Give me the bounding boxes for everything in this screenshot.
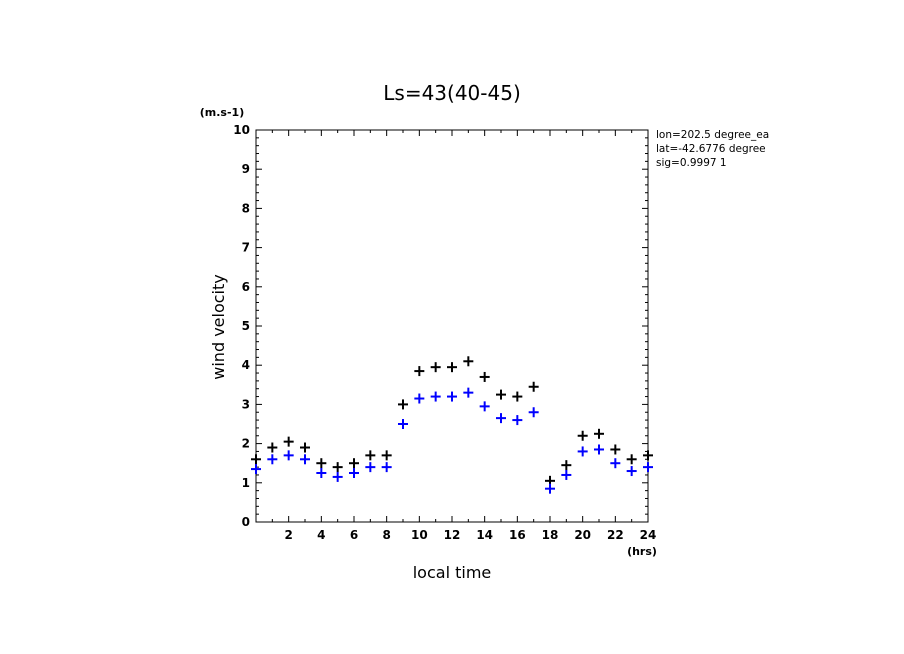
data-point	[610, 458, 621, 469]
y-tick-label: 6	[242, 280, 250, 294]
data-point	[561, 469, 572, 480]
data-point	[561, 460, 572, 471]
x-tick-label: 16	[509, 528, 526, 542]
data-point	[398, 399, 408, 410]
x-tick-label: 20	[574, 528, 591, 542]
data-point	[300, 454, 310, 465]
x-tick-label: 24	[640, 528, 657, 542]
annotation-clip	[779, 126, 839, 176]
x-tick-label: 8	[382, 528, 390, 542]
y-tick-label: 1	[242, 476, 250, 490]
data-point	[349, 458, 359, 469]
data-point	[594, 428, 604, 439]
data-point	[316, 468, 327, 478]
axis-ticks	[256, 130, 648, 522]
data-point	[251, 464, 261, 475]
x-tick-label: 14	[476, 528, 493, 542]
data-point	[528, 407, 539, 418]
data-point	[463, 387, 474, 398]
data-point	[381, 450, 392, 461]
y-tick-label: 9	[242, 162, 250, 176]
data-point	[463, 356, 474, 367]
data-point	[332, 462, 343, 473]
data-point	[381, 462, 392, 473]
data-point	[479, 371, 490, 382]
data-point	[332, 471, 343, 482]
data-point	[349, 468, 359, 478]
data-point	[479, 401, 490, 412]
data-point	[447, 391, 457, 402]
y-tick-label: 8	[242, 201, 250, 215]
data-point	[251, 454, 261, 465]
y-tick-label: 10	[233, 123, 250, 137]
y-tick-label: 7	[242, 241, 250, 255]
y-tick-label: 2	[242, 437, 250, 451]
x-tick-label: 4	[317, 528, 325, 542]
data-point	[594, 444, 604, 455]
data-point	[626, 466, 637, 477]
y-tick-label: 5	[242, 319, 250, 333]
x-tick-label: 10	[411, 528, 428, 542]
x-tick-label: 18	[542, 528, 559, 542]
data-point	[283, 450, 294, 461]
annotation-sig: sig=0.9997 1	[656, 157, 727, 169]
data-point	[300, 442, 310, 453]
data-point	[512, 415, 523, 426]
data-point	[316, 458, 327, 469]
data-point	[414, 366, 425, 377]
annotation-lon: lon=202.5 degree_ea	[656, 129, 769, 141]
y-axis-label: wind velocity	[209, 274, 228, 379]
data-point	[398, 419, 408, 429]
data-point	[626, 454, 637, 465]
data-point	[545, 483, 555, 494]
data-point	[643, 450, 653, 461]
x-tick-label: 12	[444, 528, 461, 542]
data-point	[267, 454, 278, 465]
data-point	[577, 446, 588, 457]
y-unit-label: (m.s-1)	[200, 106, 244, 119]
x-axis-label: local time	[413, 563, 492, 582]
data-point	[496, 413, 506, 424]
x-tick-label: 6	[350, 528, 358, 542]
data-point	[496, 389, 506, 400]
data-point	[430, 391, 441, 402]
data-points	[251, 356, 653, 494]
data-point	[365, 450, 376, 461]
data-point	[430, 362, 441, 373]
y-tick-label: 3	[242, 397, 250, 411]
data-point	[267, 442, 278, 453]
data-point	[414, 393, 425, 404]
chart-title: Ls=43(40-45)	[383, 81, 521, 105]
y-tick-label: 4	[242, 358, 250, 372]
data-point	[512, 391, 523, 402]
data-point	[528, 381, 539, 392]
y-tick-label: 0	[242, 515, 250, 529]
data-point	[610, 444, 621, 455]
x-tick-label: 22	[607, 528, 624, 542]
data-point	[577, 430, 588, 441]
x-tick-label: 2	[284, 528, 292, 542]
data-point	[365, 462, 376, 473]
plot-frame	[255, 129, 649, 523]
x-unit-label: (hrs)	[627, 545, 657, 558]
annotation-lat: lat=-42.6776 degree	[656, 143, 766, 155]
data-point	[283, 436, 294, 447]
data-point	[447, 362, 457, 373]
data-point	[643, 462, 653, 473]
